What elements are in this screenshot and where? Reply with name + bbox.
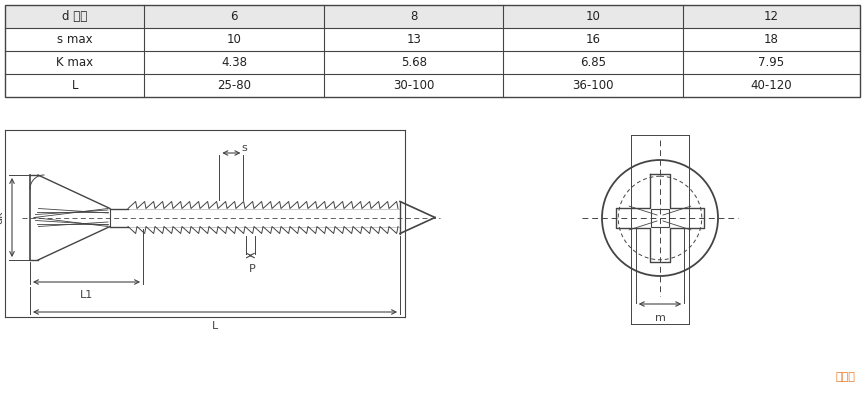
Text: 5.68: 5.68 [401, 56, 427, 69]
Text: K max: K max [56, 56, 94, 69]
Text: L: L [71, 79, 78, 92]
Text: 16: 16 [586, 33, 601, 46]
Text: d 公称: d 公称 [62, 10, 88, 23]
Text: m: m [655, 313, 666, 323]
Text: 30-100: 30-100 [393, 79, 434, 92]
Text: 13: 13 [407, 33, 421, 46]
Text: 4.38: 4.38 [221, 56, 247, 69]
Bar [651, 209, 669, 227]
Text: 6: 6 [231, 10, 238, 23]
Text: 繁荣网: 繁荣网 [835, 372, 855, 382]
Text: P: P [249, 264, 256, 275]
Text: 36-100: 36-100 [572, 79, 614, 92]
Text: s: s [241, 143, 247, 153]
Text: 7.95: 7.95 [759, 56, 785, 69]
Text: 12: 12 [764, 10, 779, 23]
Text: L: L [212, 321, 218, 331]
Text: 40-120: 40-120 [751, 79, 792, 92]
Text: 10: 10 [226, 33, 242, 46]
Text: 10: 10 [586, 10, 601, 23]
Bar [5, 5, 860, 28]
Text: 8: 8 [410, 10, 417, 23]
Text: s max: s max [57, 33, 93, 46]
Text: L1: L1 [80, 290, 93, 300]
Text: 18: 18 [764, 33, 779, 46]
Text: dk: dk [0, 211, 4, 224]
Text: 6.85: 6.85 [580, 56, 606, 69]
Text: 25-80: 25-80 [217, 79, 251, 92]
Bar [5, 5, 860, 97]
